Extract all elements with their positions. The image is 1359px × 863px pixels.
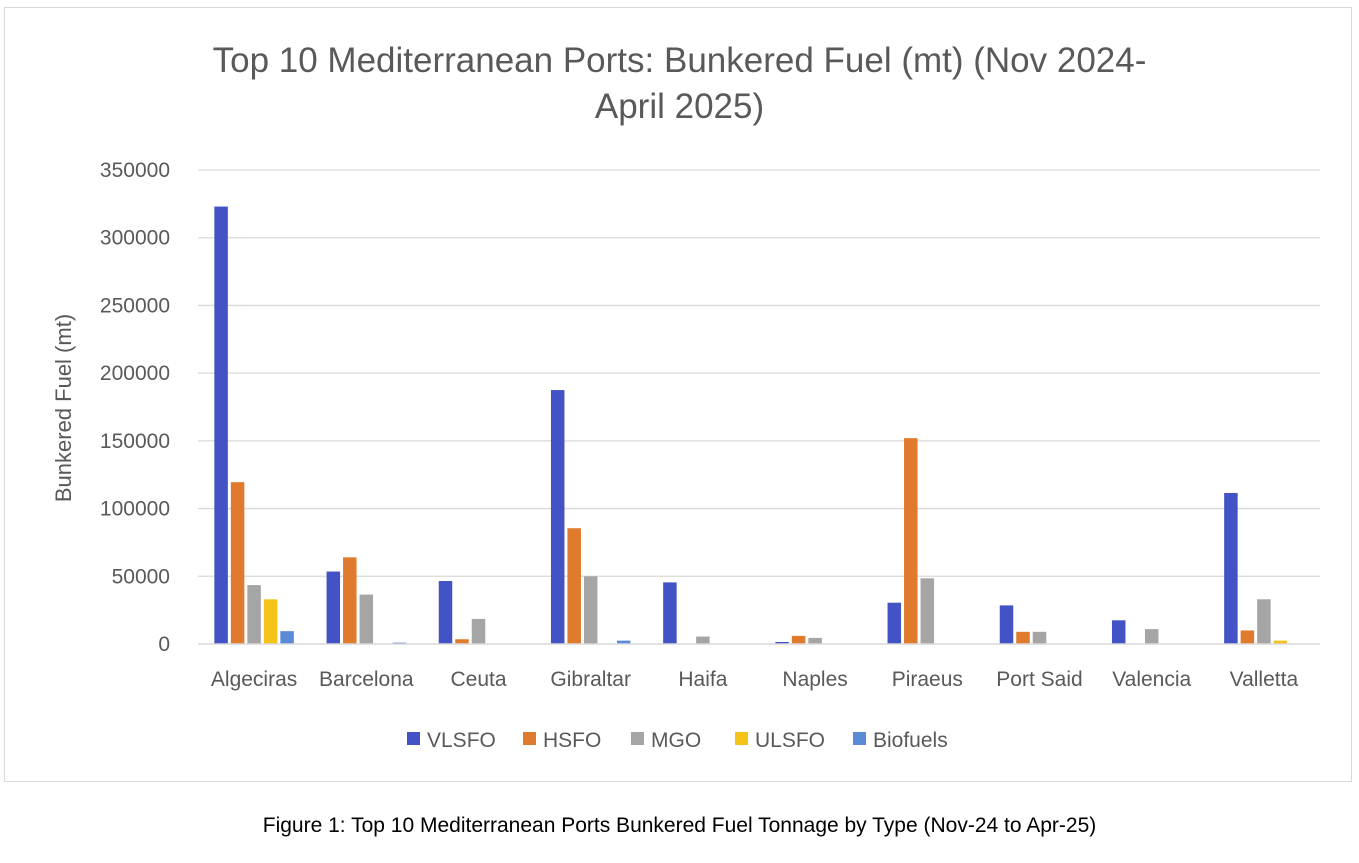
- bar-mgo-valencia: [1144, 629, 1159, 644]
- x-tick-label: Barcelona: [319, 668, 414, 691]
- y-axis-ticks: 0 50000 100000 150000 200000 250000 300000 3500…: [100, 159, 170, 656]
- legend-label-vlsfo: VLSFO: [427, 729, 496, 752]
- bar-hsfo-piraeus: [904, 438, 918, 644]
- x-tick-label: Naples: [782, 668, 847, 691]
- bar-vlsfo-gibraltar: [550, 390, 565, 644]
- x-tick-label: Haifa: [678, 668, 727, 691]
- bar-mgo-ceuta: [471, 618, 486, 644]
- y-tick-label: 100000: [100, 498, 170, 521]
- bar-hsfo-gibraltar: [567, 528, 581, 644]
- bar-hsfo-port-said: [1016, 631, 1030, 644]
- x-tick-label: Gibraltar: [550, 668, 631, 691]
- bar-vlsfo-algeciras: [214, 206, 228, 644]
- legend-label-hsfo: HSFO: [543, 729, 601, 752]
- bar-mgo-barcelona: [359, 594, 374, 644]
- legend-swatch-mgo: [631, 732, 644, 745]
- y-axis-label: Bunkered Fuel (mt): [51, 314, 76, 502]
- legend-swatch-hsfo: [523, 732, 536, 745]
- bar-biofuels-gibraltar: [616, 640, 631, 644]
- bar-hsfo-ceuta: [455, 639, 469, 644]
- bar-mgo-naples: [808, 637, 822, 644]
- bars: [214, 206, 1288, 644]
- bar-hsfo-barcelona: [343, 557, 357, 644]
- x-tick-label: Ceuta: [450, 668, 506, 691]
- chart-frame: [4, 7, 1352, 782]
- bar-mgo-port-said: [1032, 631, 1047, 644]
- chart-title: Top 10 Mediterranean Ports: Bunkered Fue…: [0, 38, 1359, 130]
- x-tick-label: Piraeus: [892, 668, 963, 691]
- bar-hsfo-algeciras: [230, 482, 245, 644]
- x-tick-label: Valencia: [1112, 668, 1191, 691]
- x-tick-label: Port Said: [996, 668, 1082, 691]
- bar-chart: 0 50000 100000 150000 200000 250000 300000 3500…: [51, 159, 1320, 752]
- chart-title-line-1: Top 10 Mediterranean Ports: Bunkered Fue…: [212, 41, 1147, 80]
- figure-caption: Figure 1: Top 10 Mediterranean Ports Bun…: [262, 814, 1097, 837]
- bar-mgo-valletta: [1257, 599, 1271, 644]
- bar-vlsfo-piraeus: [887, 602, 902, 644]
- legend-swatch-vlsfo: [407, 732, 420, 745]
- bar-vlsfo-port-said: [999, 605, 1014, 644]
- y-tick-label: 0: [158, 633, 170, 656]
- bar-vlsfo-ceuta: [438, 581, 453, 644]
- bar-mgo-algeciras: [247, 585, 261, 644]
- bar-ulsfo-algeciras: [263, 599, 278, 644]
- legend-label-ulsfo: ULSFO: [755, 729, 825, 752]
- gridlines: [198, 169, 1320, 577]
- chart-title-line-2: April 2025): [594, 87, 765, 126]
- legend-label-biofuels: Biofuels: [873, 729, 948, 752]
- bar-hsfo-valletta: [1240, 630, 1255, 644]
- bar-mgo-haifa: [696, 636, 710, 644]
- bar-ulsfo-valletta: [1273, 640, 1288, 644]
- y-tick-label: 150000: [100, 430, 170, 453]
- x-tick-label: Valletta: [1230, 668, 1299, 691]
- legend: VLSFO HSFO MGO ULSFO Biofuels: [407, 729, 948, 752]
- legend-swatch-ulsfo: [735, 732, 748, 745]
- x-tick-label: Algeciras: [211, 668, 297, 691]
- x-axis-ticks: Algeciras Barcelona Ceuta Gibraltar Haifa Nap…: [211, 668, 1299, 691]
- bar-vlsfo-valletta: [1224, 492, 1238, 644]
- bar-vlsfo-valencia: [1111, 620, 1126, 644]
- y-tick-label: 350000: [100, 159, 170, 182]
- bar-hsfo-naples: [791, 635, 806, 644]
- y-tick-label: 50000: [112, 565, 170, 588]
- bar-vlsfo-barcelona: [326, 571, 341, 644]
- y-tick-label: 200000: [100, 362, 170, 385]
- bar-mgo-gibraltar: [583, 576, 598, 644]
- legend-swatch-biofuels: [853, 732, 866, 745]
- y-tick-label: 300000: [100, 227, 170, 250]
- y-tick-label: 250000: [100, 294, 170, 317]
- bar-vlsfo-naples: [775, 641, 789, 644]
- bar-mgo-piraeus: [920, 578, 935, 644]
- bar-biofuels-algeciras: [280, 631, 294, 644]
- bar-vlsfo-haifa: [663, 582, 677, 644]
- legend-label-mgo: MGO: [651, 729, 701, 752]
